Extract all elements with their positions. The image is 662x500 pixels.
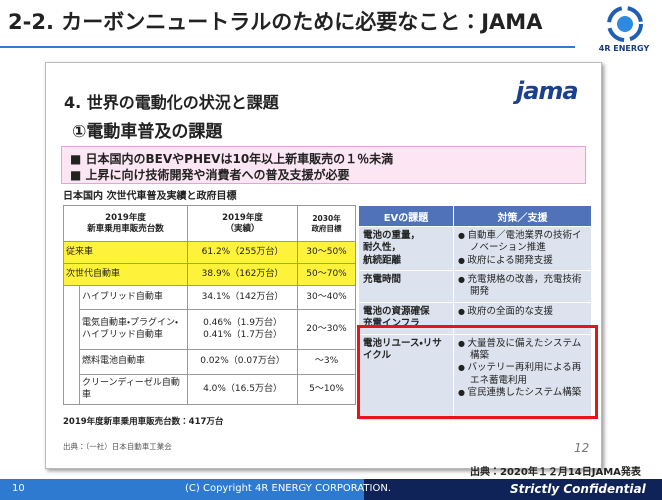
measures-cell: 自動車／電池業界の技術イノベーション推進 政府による開発支援 <box>453 225 592 272</box>
row: 従来車 61.2%（255万台） 30〜50% <box>62 241 357 264</box>
row: 電池の重量， 耐久性， 航続距離 自動車／電池業界の技術イノベーション推進 政府… <box>358 225 592 272</box>
measure: 政府の全面的な支援 <box>458 306 587 318</box>
row: クリーンディーゼル自動車 4.0%（16.5万台） 5〜10% <box>64 374 357 405</box>
cell: 4.0%（16.5万台） <box>187 374 299 405</box>
row: 充電時間 充電規格の改善，充電技術開発 <box>358 270 592 304</box>
measure: 官民連携したシステム構築 <box>458 387 587 399</box>
summary-bullet: 上昇に向け技術開発や消費者への普及支援が必要 <box>70 166 350 183</box>
slide-subheading: ①電動車普及の課題 <box>72 122 223 142</box>
slide-image: 4. 世界の電動化の状況と課題 ①電動車普及の課題 jama 日本国内のBEVや… <box>45 62 602 469</box>
cell: 34.1%（142万台） <box>187 285 299 310</box>
cell: 〜3% <box>297 349 357 375</box>
issue-cell: 電池リユース・リサイクル <box>358 333 454 421</box>
row: ハイブリッド自動車 34.1%（142万台） 30〜40% <box>63 285 357 405</box>
issue-cell: 電池の重量， 耐久性， 航続距離 <box>358 225 454 272</box>
row: 電池の資源確保 充電インフラ 政府の全面的な支援 <box>358 302 592 335</box>
issues-table: EVの課題 対策／支援 電池の重量， 耐久性， 航続距離 自動車／電池業界の技術… <box>358 205 592 421</box>
slide-heading: 4. 世界の電動化の状況と課題 <box>64 93 279 112</box>
table-note: 2019年度新車乗用車販売台数：417万台 <box>63 417 224 427</box>
footer: 10 (C) Copyright 4R ENERGY CORPORATION. … <box>0 479 662 500</box>
measure: 政府による開発支援 <box>458 255 587 267</box>
cell: 38.9%（162万台） <box>187 263 299 286</box>
cell: 従来車 <box>62 241 189 264</box>
copyright: (C) Copyright 4R ENERGY CORPORATION. <box>185 483 391 494</box>
issue-cell: 電池の資源確保 充電インフラ <box>358 302 454 335</box>
cell: 20〜30% <box>297 309 357 350</box>
cell: ハイブリッド自動車 <box>78 285 189 310</box>
row: 電気自動車・プラグイン・ハイブリッド自動車 0.46%（1.9万台） 0.41%… <box>64 309 357 350</box>
slide-source: 出典：（一社）日本自動車工業会 <box>63 442 172 451</box>
cell: 5〜10% <box>297 374 357 405</box>
measure: 自動車／電池業界の技術イノベーション推進 <box>458 230 587 255</box>
row: 電池リユース・リサイクル 大量普及に備えたシステム構築 バッテリー再利用による再… <box>358 333 592 421</box>
page-number: 10 <box>12 483 25 494</box>
summary-box: 日本国内のBEVやPHEVは10年以上新車販売の１％未満 上昇に向け技術開発や消… <box>61 146 586 184</box>
cell: 0.46%（1.9万台） 0.41%（1.7万台） <box>187 309 299 350</box>
header-cell: EVの課題 <box>358 205 454 227</box>
cell: 燃料電池自動車 <box>78 349 189 375</box>
header-cell: 2019年度 （実績） <box>187 205 299 242</box>
header-cell: 2030年 政府目標 <box>297 205 357 242</box>
title: 2-2. カーボンニュートラルのために必要なこと：JAMA <box>8 10 543 34</box>
header-cell: 対策／支援 <box>453 205 592 227</box>
row: 次世代自動車 38.9%（162万台） 50〜70% <box>62 263 357 286</box>
header-row: EVの課題 対策／支援 <box>358 205 592 227</box>
source: 出典：2020年１２月14日JAMA発表 <box>470 467 641 478</box>
logo-text: 4R ENERGY <box>598 44 650 53</box>
confidential: Strictly Confidential <box>510 482 646 496</box>
header-cell: 2019年度 新車乗用車販売台数 <box>62 205 189 242</box>
cell: 0.02%（0.07万台） <box>187 349 299 375</box>
measures-cell: 大量普及に備えたシステム構築 バッテリー再利用による再エネ蓄電利用 官民連携した… <box>453 333 592 421</box>
measure: 充電規格の改善，充電技術開発 <box>458 274 587 299</box>
row: 燃料電池自動車 0.02%（0.07万台） 〜3% <box>64 349 357 375</box>
cell: クリーンディーゼル自動車 <box>78 374 189 405</box>
cell: 61.2%（255万台） <box>187 241 299 264</box>
cell: 30〜40% <box>297 285 357 310</box>
jama-logo: jama <box>516 77 579 105</box>
cell: 次世代自動車 <box>62 263 189 286</box>
summary-bullet: 日本国内のBEVやPHEVは10年以上新車販売の１％未満 <box>70 150 394 167</box>
cell: 50〜70% <box>297 263 357 286</box>
logo-icon <box>607 6 643 42</box>
measures-cell: 充電規格の改善，充電技術開発 <box>453 270 592 304</box>
header-row: 2019年度 新車乗用車販売台数 2019年度 （実績） 2030年 政府目標 <box>62 205 357 242</box>
table-title: 日本国内 次世代車普及実績と政府目標 <box>63 191 237 202</box>
slide-page: 12 <box>574 441 590 455</box>
highlight-box <box>357 325 598 419</box>
sales-table: 2019年度 新車乗用車販売台数 2019年度 （実績） 2030年 政府目標 … <box>62 205 357 405</box>
cell: 30〜50% <box>297 241 357 264</box>
title-rule <box>0 46 575 48</box>
cell: 電気自動車・プラグイン・ハイブリッド自動車 <box>78 309 189 350</box>
issue-cell: 充電時間 <box>358 270 454 304</box>
indent-cell <box>63 285 80 405</box>
measure: バッテリー再利用による再エネ蓄電利用 <box>458 362 587 387</box>
measure: 大量普及に備えたシステム構築 <box>458 338 587 363</box>
